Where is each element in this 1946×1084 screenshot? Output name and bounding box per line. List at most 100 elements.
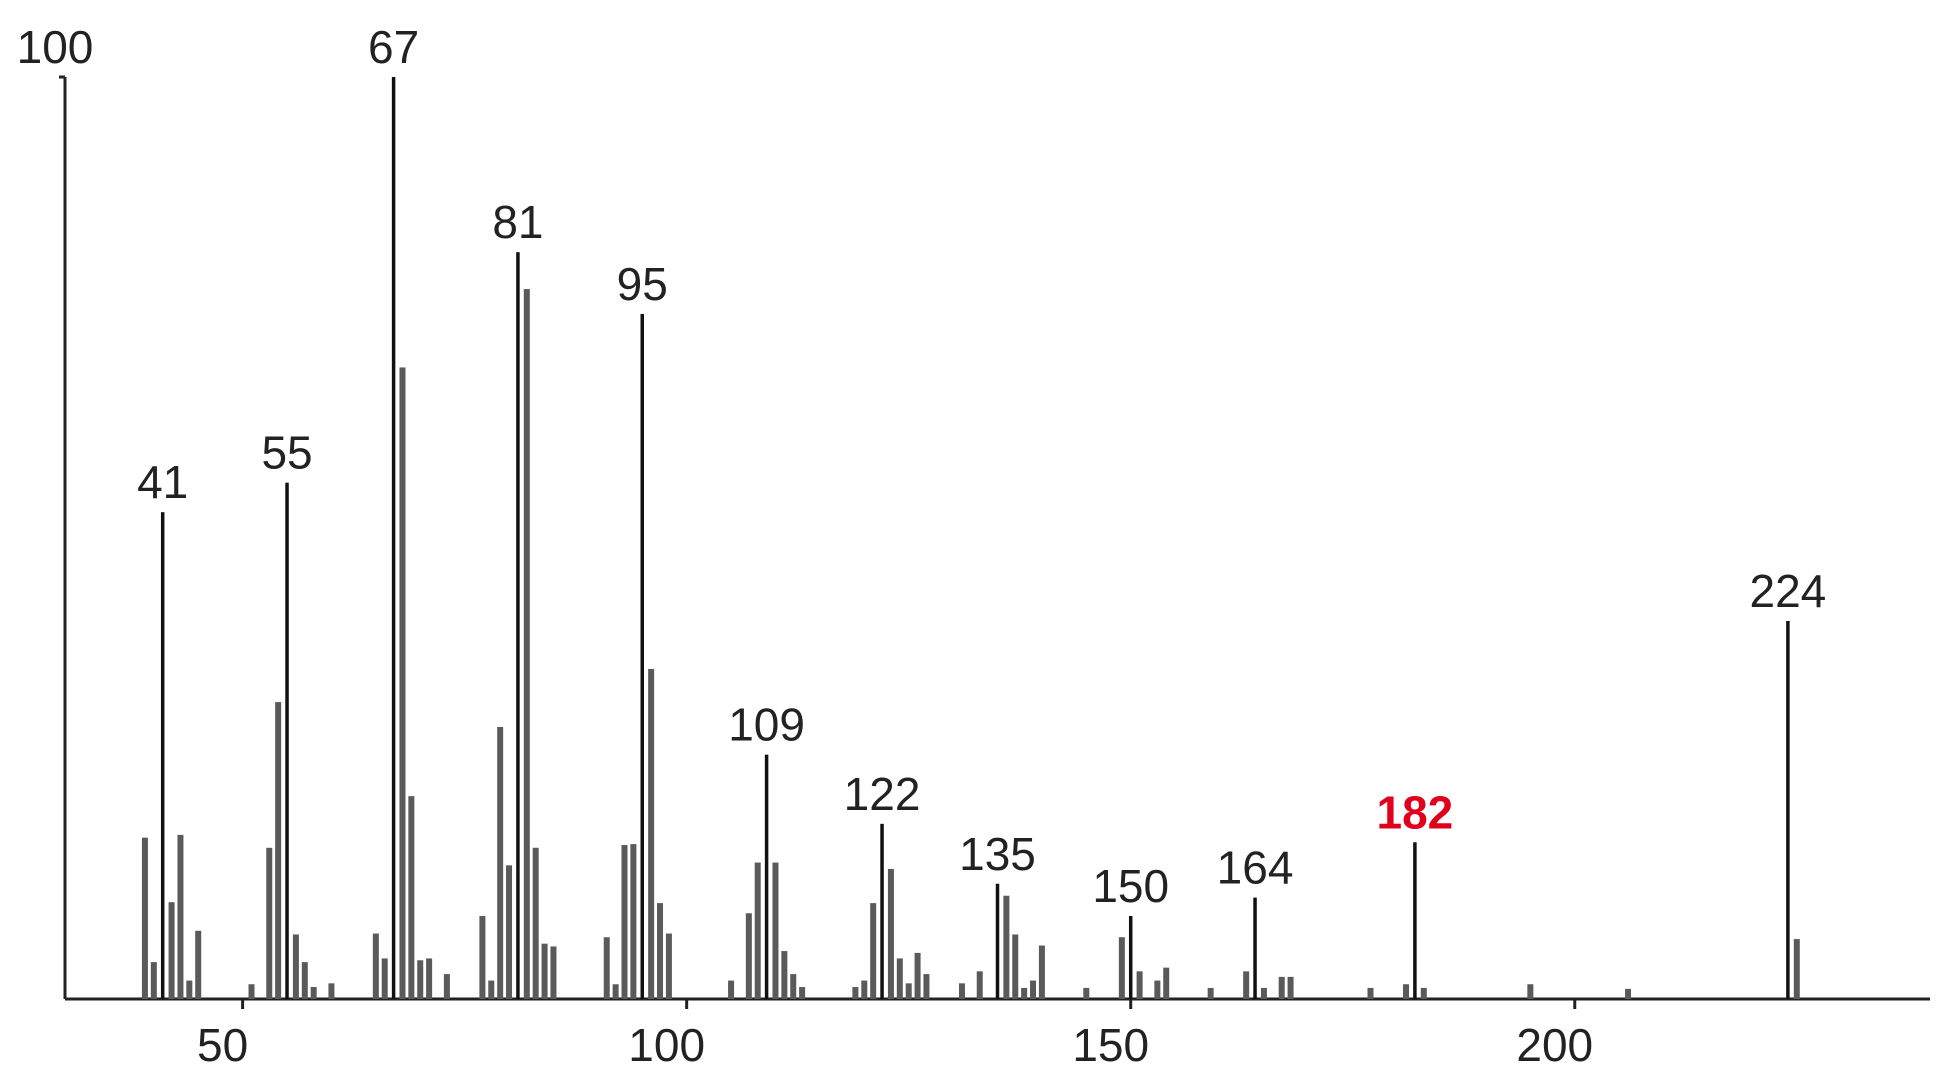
peak — [1278, 976, 1285, 999]
peak — [603, 937, 610, 999]
peak — [488, 980, 495, 999]
peak — [391, 77, 396, 999]
peak — [1786, 620, 1790, 999]
peak — [1003, 895, 1010, 999]
peak — [372, 933, 379, 999]
peak — [1527, 984, 1534, 999]
peak — [630, 844, 637, 999]
peak — [417, 960, 424, 999]
peak-label: 182 — [1377, 786, 1454, 838]
peak-label: 150 — [1092, 860, 1169, 912]
peak — [914, 952, 921, 999]
peak — [1163, 967, 1170, 999]
peak-label: 224 — [1750, 565, 1827, 617]
peak — [781, 951, 788, 999]
peak — [1420, 987, 1427, 999]
peak — [1128, 916, 1133, 999]
peak — [657, 903, 664, 999]
peak — [523, 289, 530, 999]
peak — [1243, 971, 1250, 999]
peak — [880, 823, 884, 999]
peak — [745, 913, 752, 999]
peak — [1287, 976, 1294, 999]
peak — [621, 845, 628, 999]
peak — [275, 702, 282, 999]
peak — [516, 252, 520, 999]
x-tick-label: 50 — [197, 1019, 248, 1071]
peak — [958, 983, 965, 999]
peak — [248, 984, 255, 999]
peak-label: 122 — [844, 768, 921, 820]
x-tick-label: 150 — [1072, 1019, 1149, 1071]
peak — [1012, 934, 1019, 999]
peak — [1413, 842, 1417, 999]
peak — [887, 868, 894, 999]
peak — [150, 962, 157, 999]
peak-label: 81 — [492, 196, 543, 248]
peak-label: 95 — [617, 258, 668, 310]
peak — [1260, 987, 1267, 999]
peak — [648, 668, 655, 999]
peak — [772, 862, 779, 999]
peak — [1253, 897, 1257, 999]
x-tick-label: 100 — [628, 1019, 705, 1071]
x-tick-label: 200 — [1516, 1019, 1593, 1071]
peak — [497, 727, 504, 999]
peak-label: 41 — [137, 456, 188, 508]
peak — [1038, 945, 1045, 999]
peak-label: 164 — [1217, 842, 1294, 894]
y-tick-label: 100 — [17, 21, 94, 73]
peak — [1030, 980, 1037, 999]
peak — [665, 933, 672, 999]
peak — [292, 934, 299, 999]
peak — [852, 987, 859, 999]
peak — [1207, 987, 1214, 999]
peak — [861, 980, 868, 999]
peak — [612, 984, 619, 999]
peak — [896, 958, 903, 999]
peak — [995, 883, 1000, 999]
peak — [310, 987, 317, 999]
peak — [195, 930, 202, 999]
peak — [1154, 980, 1161, 999]
peak — [870, 903, 877, 999]
peak — [443, 974, 450, 999]
peak — [550, 946, 557, 999]
peak — [790, 974, 797, 999]
peak — [328, 983, 335, 999]
peak — [1403, 984, 1410, 999]
peak — [266, 847, 273, 999]
peak — [976, 971, 983, 999]
peak — [141, 837, 148, 999]
peak — [541, 943, 548, 999]
peak — [1136, 971, 1143, 999]
peak — [923, 974, 930, 999]
peak — [1083, 987, 1090, 999]
peak — [1793, 939, 1800, 999]
peak — [168, 902, 175, 999]
peak — [408, 796, 415, 999]
peak-label: 135 — [959, 828, 1036, 880]
peak — [506, 865, 513, 999]
peak — [728, 980, 735, 999]
peak — [426, 958, 433, 999]
peak — [1625, 988, 1632, 999]
peak — [1118, 937, 1125, 999]
peak — [285, 482, 289, 999]
peak — [754, 862, 761, 999]
peak — [301, 962, 308, 999]
peak — [640, 313, 645, 1000]
peak — [532, 847, 539, 999]
peak — [905, 983, 912, 999]
peak — [399, 367, 406, 999]
peak-label: 55 — [261, 427, 312, 479]
peak-label: 67 — [368, 21, 419, 73]
peak — [764, 754, 769, 999]
peak-label: 109 — [728, 699, 805, 751]
peak — [177, 834, 184, 999]
peak — [1021, 987, 1028, 999]
peak — [160, 512, 165, 999]
peak — [799, 987, 806, 999]
peak — [479, 916, 486, 999]
